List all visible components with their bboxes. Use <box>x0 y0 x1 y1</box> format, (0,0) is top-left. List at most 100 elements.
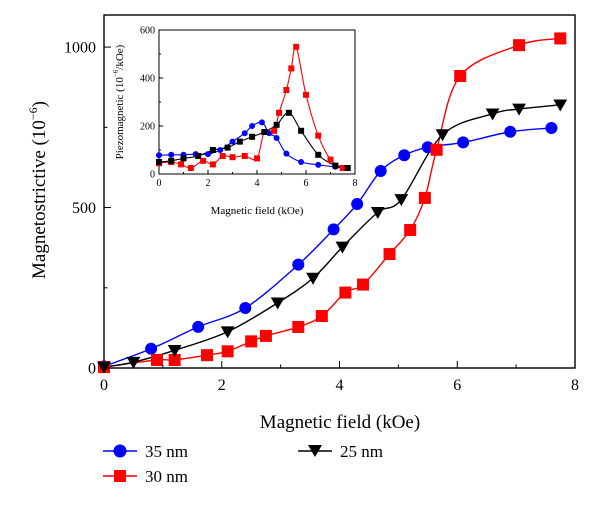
inset-data-point <box>344 165 351 171</box>
main-data-point <box>457 136 470 149</box>
main-data-point <box>315 310 328 323</box>
main-x-axis-label: Magnetic field (kOe) <box>260 412 420 433</box>
main-y-tick-label: 0 <box>88 361 96 378</box>
inset-data-point <box>266 130 273 137</box>
main-data-point <box>383 248 396 261</box>
inset-data-point <box>298 159 305 165</box>
main-markers <box>97 32 568 374</box>
main-x-tick-label: 8 <box>571 377 579 394</box>
main-x-tick-label: 6 <box>453 377 461 394</box>
main-data-point <box>327 223 340 236</box>
legend-triangle-marker-icon <box>298 443 332 463</box>
inset-y-tick-label: 200 <box>140 122 155 133</box>
inset-data-point <box>271 127 278 134</box>
main-chart: 0 2 4 6 8 0 500 1000 Magnetic field (kOe) Magne… <box>26 14 579 433</box>
main-data-point <box>339 286 352 299</box>
inset-ticks: 0 2 4 6 8 0 200 400 600 <box>140 26 358 190</box>
legend-circle-marker-icon <box>103 443 137 463</box>
main-data-point <box>351 198 364 211</box>
inset-data-point <box>217 147 224 153</box>
inset-data-point <box>219 153 226 159</box>
inset-data-point <box>261 129 268 135</box>
inset-x-tick-label: 2 <box>206 178 211 189</box>
legend-item-25nm: 25 nm <box>298 442 383 463</box>
inset-data-point <box>273 121 280 128</box>
main-data-point <box>418 191 431 204</box>
inset-data-point <box>205 151 211 158</box>
legend-label-25nm: 25 nm <box>340 442 383 461</box>
inset-data-point <box>327 156 334 163</box>
inset-y-tick-label: 400 <box>140 74 155 85</box>
main-data-point <box>220 326 235 339</box>
inset-x-tick-label: 4 <box>255 178 260 189</box>
inset-data-point <box>283 150 290 157</box>
main-data-point <box>485 108 500 121</box>
main-x-tick-label: 0 <box>100 377 108 394</box>
inset-y-tick-label: 600 <box>140 26 155 37</box>
main-data-point <box>404 224 417 237</box>
inset-data-point <box>187 165 194 171</box>
inset-data-point <box>285 109 292 116</box>
main-y-axis-label: Magnetostrictive (10−6) <box>26 101 50 279</box>
inset-data-point <box>276 109 283 116</box>
inset-data-point <box>249 133 256 140</box>
main-data-point <box>398 149 411 162</box>
inset-markers <box>156 43 351 171</box>
inset-data-point <box>315 132 322 139</box>
inset-data-point <box>293 43 300 50</box>
main-ticks: 0 2 4 6 8 0 500 1000 <box>64 40 579 394</box>
legend-square-marker-icon <box>103 468 137 488</box>
inset-data-point <box>315 161 322 168</box>
main-data-point <box>370 206 385 219</box>
main-x-tick-label: 4 <box>336 377 344 394</box>
main-data-point <box>306 272 320 285</box>
inset-data-point <box>168 157 175 164</box>
inset-data-point <box>249 123 256 129</box>
inset-x-tick-label: 0 <box>157 178 162 189</box>
inset-data-point <box>168 151 175 158</box>
inset-data-point <box>180 155 187 162</box>
inset-data-point <box>241 130 248 137</box>
inset-y-tick-label: 0 <box>150 170 155 181</box>
main-data-point <box>512 103 526 116</box>
main-data-point <box>167 344 182 357</box>
inset-data-point <box>315 151 322 158</box>
main-data-point <box>201 349 214 362</box>
main-data-point <box>270 297 285 310</box>
main-data-point <box>145 342 158 355</box>
main-data-point <box>335 241 350 254</box>
inset-data-point <box>200 157 207 164</box>
inset-data-point <box>258 119 265 126</box>
inset-data-point <box>195 153 202 159</box>
inset-data-point <box>283 87 290 93</box>
inset-data-point <box>209 147 216 153</box>
inset-data-point <box>303 91 309 98</box>
inset-data-point <box>298 127 305 134</box>
main-data-point <box>394 194 409 207</box>
main-y-tick-label: 1000 <box>64 40 96 57</box>
main-data-point <box>430 143 443 156</box>
inset-data-point <box>241 153 248 159</box>
main-data-point <box>245 335 258 348</box>
main-data-point <box>192 320 205 333</box>
inset-data-point <box>288 65 295 72</box>
inset-y-axis-label: Piezomagnetic (10−6/kOe) <box>112 44 126 159</box>
main-data-point <box>292 320 305 333</box>
main-data-point <box>168 353 181 366</box>
inset-data-point <box>332 162 339 169</box>
main-data-point <box>292 258 305 271</box>
main-data-point <box>504 125 517 138</box>
inset-data-point <box>229 138 236 145</box>
main-data-point <box>221 345 234 358</box>
main-y-tick-label: 500 <box>72 200 96 217</box>
main-data-point <box>374 164 387 177</box>
inset-data-point <box>229 154 236 161</box>
legend-label-30nm: 30 nm <box>145 467 188 486</box>
inset-x-tick-label: 8 <box>353 178 358 189</box>
inset-data-point <box>156 159 162 165</box>
inset-data-point <box>156 152 162 159</box>
main-data-point <box>553 99 568 112</box>
inset-data-point <box>236 138 243 145</box>
main-data-point <box>513 39 526 52</box>
